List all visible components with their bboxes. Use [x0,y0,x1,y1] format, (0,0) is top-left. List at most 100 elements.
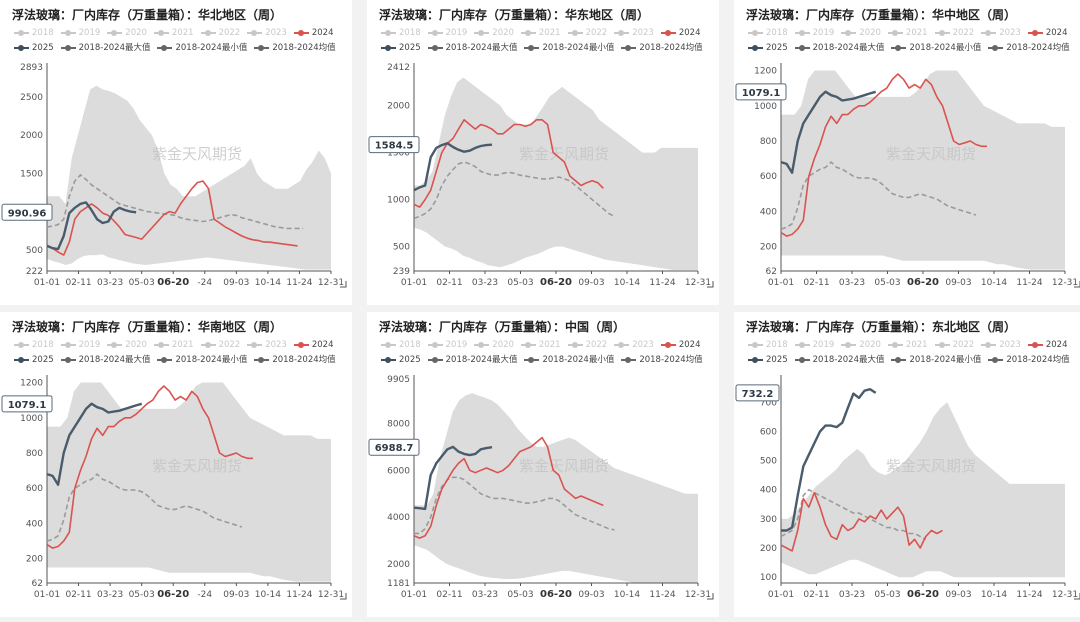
legend-item[interactable]: 2020 [107,26,147,41]
legend-item[interactable]: 2018-2024最小值 [524,41,614,56]
legend-item[interactable]: 2022 [200,26,240,41]
legend-item[interactable]: 2019 [427,26,467,41]
y-tick-label: 700 [760,398,777,408]
legend-item[interactable]: 2023 [247,26,287,41]
chart-panel: 浮法玻璃：厂内库存（万重量箱）：东北地区（周） 2018 2019 2020 2021 2… [734,312,1080,617]
legend-item[interactable]: 2025 [381,353,421,368]
legend-item[interactable]: 2024 [660,26,700,41]
y-tick-label: 100 [760,573,777,583]
legend-item[interactable]: 2018-2024最大值 [794,41,884,56]
chart-panel: 浮法玻璃：厂内库存（万重量箱）：华中地区（周） 2018 2019 2020 2021 2… [734,0,1080,305]
legend-item[interactable]: 2018-2024均值 [254,41,336,56]
legend-item[interactable]: 2018-2024最小值 [157,41,247,56]
legend-item[interactable]: 2021 [153,338,194,353]
watermark: 紫金天风期货 [886,457,976,475]
y-tick-label: 1000 [387,196,410,206]
legend-item[interactable]: 2024 [293,338,333,353]
value-tooltip [1,203,53,221]
legend-item[interactable]: 2020 [474,26,514,41]
x-tick-label: 12-31 [318,278,344,288]
legend-item[interactable]: 2018 [14,338,54,353]
legend-item[interactable]: 2022 [934,26,974,41]
range-band [414,77,698,270]
watermark: 紫金天风期货 [519,457,609,475]
legend-item[interactable]: 2019 [427,338,467,353]
legend-marker-icon [60,356,76,364]
legend-item[interactable]: 2019 [60,26,100,41]
legend-item[interactable]: 2018-2024均值 [621,353,703,368]
legend-item[interactable]: 2018-2024最大值 [427,41,517,56]
legend-label: 2018 [32,340,54,350]
legend-item[interactable]: 2020 [474,338,514,353]
legend-item[interactable]: 2018-2024均值 [988,41,1070,56]
legend-item[interactable]: 2021 [153,26,194,41]
x-tick-label: -24 [197,590,212,600]
legend-item[interactable]: 2023 [981,26,1021,41]
resize-corner-icon[interactable] [707,281,714,288]
legend-item[interactable]: 2018 [381,26,421,41]
legend-item[interactable]: 2025 [14,41,54,56]
x-tick-label: 12-31 [685,278,711,288]
legend-item[interactable]: 2022 [200,338,240,353]
legend-item[interactable]: 2018 [748,338,788,353]
legend-marker-icon [293,341,309,349]
legend-item[interactable]: 2019 [794,26,834,41]
legend-item[interactable]: 2022 [934,338,974,353]
legend-item[interactable]: 2018 [14,26,54,41]
legend-item[interactable]: 2025 [14,353,54,368]
legend-item[interactable]: 2018 [381,338,421,353]
y-tick-label: 1181 [387,579,410,589]
legend-item[interactable]: 2018-2024最小值 [891,41,981,56]
legend-item[interactable]: 2025 [381,41,421,56]
legend-item[interactable]: 2023 [614,338,654,353]
legend-item[interactable]: 2024 [1027,338,1067,353]
y-tick-label: 200 [760,544,777,554]
legend-label: 2022 [585,340,608,350]
resize-corner-icon[interactable] [707,593,714,600]
legend-item[interactable]: 2024 [293,26,333,41]
legend-item[interactable]: 2023 [247,338,287,353]
legend-item[interactable]: 2021 [520,338,561,353]
legend-item[interactable]: 2018-2024最大值 [60,41,150,56]
legend-item[interactable]: 2025 [748,353,788,368]
resize-corner-icon[interactable] [1074,593,1080,600]
legend-item[interactable]: 2018-2024最小值 [891,353,981,368]
legend-item[interactable]: 2018 [748,26,788,41]
legend-item[interactable]: 2019 [794,338,834,353]
legend-item[interactable]: 2018-2024最大值 [60,353,150,368]
legend-item[interactable]: 2018-2024均值 [254,353,336,368]
legend-item[interactable]: 2022 [567,26,607,41]
legend-item[interactable]: 2018-2024最小值 [524,353,614,368]
legend-item[interactable]: 2022 [567,338,608,353]
legend-item[interactable]: 2018-2024均值 [988,353,1070,368]
legend-item[interactable]: 2024 [660,338,700,353]
legend-item[interactable]: 2023 [981,338,1021,353]
legend-item[interactable]: 2018-2024均值 [621,41,703,56]
legend-item[interactable]: 2018-2024最大值 [794,353,884,368]
legend-item[interactable]: 2025 [748,41,788,56]
legend-item[interactable]: 2021 [520,26,561,41]
legend-item[interactable]: 2024 [1027,26,1067,41]
legend-item[interactable]: 2020 [107,338,147,353]
legend-item[interactable]: 2019 [60,338,100,353]
x-tick-label: 02-11 [436,590,462,600]
legend-marker-icon [427,29,443,37]
x-tick-label: 02-11 [803,590,829,600]
y-tick-label: 8000 [387,420,410,430]
legend-item[interactable]: 2020 [841,338,881,353]
x-tick-label: 05-03 [874,590,900,600]
legend-item[interactable]: 2020 [841,26,881,41]
resize-corner-icon[interactable] [340,281,347,288]
legend-item[interactable]: 2021 [887,338,928,353]
legend-label: 2025 [32,43,54,53]
legend-item[interactable]: 2021 [887,26,928,41]
chart-svg: 700 600 500 400 300 200 100 01-01 02-11 03-23 05-0… [735,375,1080,600]
resize-corner-icon[interactable] [1074,281,1080,288]
legend-label: 2018 [399,340,421,350]
y-tick-label: 200 [26,555,43,565]
legend-item[interactable]: 2023 [614,26,654,41]
legend-item[interactable]: 2018-2024最小值 [157,353,247,368]
resize-corner-icon[interactable] [340,593,347,600]
legend-marker-icon [1027,341,1043,349]
legend-item[interactable]: 2018-2024最大值 [427,353,517,368]
